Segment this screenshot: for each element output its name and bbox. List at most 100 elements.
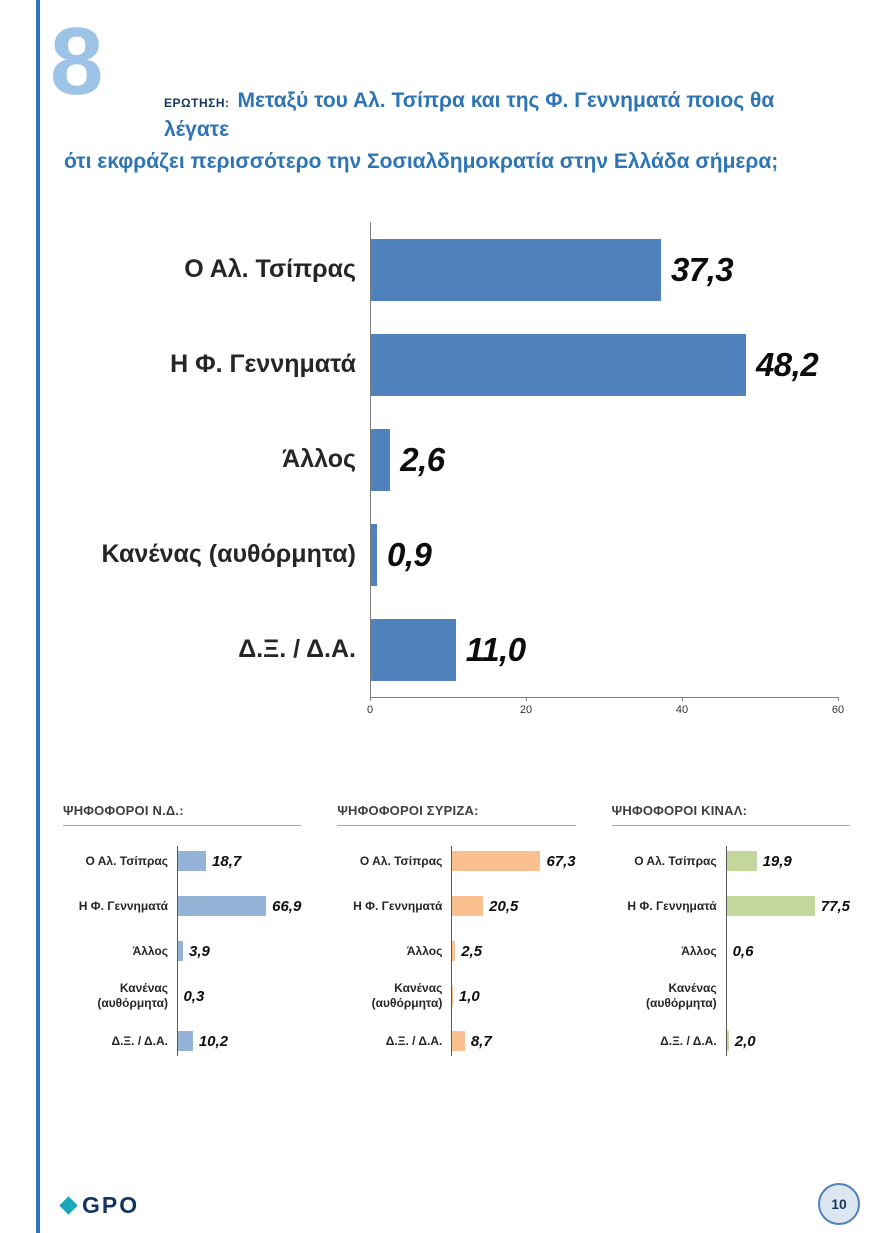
axis-tick-40: 40	[675, 697, 689, 717]
question-number: 8	[50, 8, 104, 115]
value-label: 10,2	[198, 1032, 229, 1050]
chart-row: Η Φ. Γεννηματά 77,5	[612, 889, 850, 923]
chart-row: Δ.Ξ. / Δ.Α. 11,0	[65, 602, 838, 697]
value-label: 3,9	[189, 942, 210, 960]
bar-track: 0,9	[370, 507, 838, 602]
bar	[177, 896, 267, 917]
left-border-rule	[36, 0, 40, 1233]
axis-tick-60: 60	[831, 697, 845, 717]
subchart-title: ΨΗΦΟΦΟΡΟΙ ΚΙΝΑΛ:	[611, 803, 850, 827]
gpo-logo: GPO	[59, 1194, 139, 1217]
bar-track: 2,5	[451, 941, 575, 962]
bar	[451, 851, 541, 872]
bar	[725, 941, 727, 962]
chart-row: Η Φ. Γεννηματά 20,5	[337, 889, 575, 923]
category-label: Ο Αλ. Τσίπρας	[359, 853, 443, 868]
question-text-1: Μεταξύ του Αλ. Τσίπρα και της Φ. Γεννημα…	[164, 89, 775, 142]
value-label: 48,2	[755, 345, 819, 383]
subchart-title: ΨΗΦΟΦΟΡΟΙ ΣΥΡΙΖΑ:	[337, 803, 576, 827]
bar	[725, 896, 815, 917]
bar-track: 11,0	[370, 602, 838, 697]
subchart-rows: Ο Αλ. Τσίπρας 67,3 Η Φ. Γεννηματά 20,5 Ά…	[337, 844, 576, 1058]
question-header: 8 ΕΡΩΤΗΣΗ: Μεταξύ του Αλ. Τσίπρα και της …	[0, 0, 880, 176]
bar-track: 77,5	[725, 896, 850, 917]
chart-row: Άλλος 0,6	[612, 934, 850, 968]
main-chart: Ο Αλ. Τσίπρας 37,3 Η Φ. Γεννηματά 48,2 Ά…	[65, 222, 844, 723]
bar	[370, 618, 456, 681]
value-label: 67,3	[546, 852, 576, 870]
category-label: Κανένας (αυθόρμητα)	[97, 981, 168, 1011]
value-label: 2,0	[734, 1032, 756, 1050]
question-label: ΕΡΩΤΗΣΗ:	[164, 96, 230, 110]
page-number-badge: 10	[818, 1183, 860, 1225]
chart-row: Η Φ. Γεννηματά 48,2	[65, 317, 838, 412]
chart-row: Ο Αλ. Τσίπρας 18,7	[63, 844, 301, 878]
category-label: Κανένας (αυθόρμητα)	[101, 539, 356, 568]
bar	[370, 238, 661, 301]
value-label: 19,9	[762, 852, 792, 870]
chart-row: Άλλος 2,5	[337, 934, 575, 968]
value-label: 1,0	[458, 987, 480, 1005]
chart-row: Δ.Ξ. / Δ.Α. 8,7	[337, 1024, 575, 1058]
value-label: 0,6	[732, 942, 754, 960]
category-label: Κανένας (αυθόρμητα)	[645, 981, 717, 1011]
chart-row: Κανένας (αυθόρμητα)	[612, 979, 850, 1013]
bar	[370, 523, 378, 586]
bar	[177, 1031, 193, 1052]
category-label: Η Φ. Γεννηματά	[353, 898, 443, 913]
question-block: ΕΡΩΤΗΣΗ: Μεταξύ του Αλ. Τσίπρα και της Φ.…	[64, 22, 840, 176]
bar-track: 67,3	[451, 851, 576, 872]
category-label: Δ.Ξ. / Δ.Α.	[238, 634, 356, 663]
chart-row: Άλλος 2,6	[65, 412, 838, 507]
category-label: Άλλος	[406, 943, 443, 958]
category-label: Δ.Ξ. / Δ.Α.	[111, 1033, 168, 1048]
bar	[451, 896, 484, 917]
chart-row: Κανένας (αυθόρμητα) 0,3	[63, 979, 301, 1013]
bar	[177, 941, 184, 962]
bar-track: 2,0	[725, 1031, 850, 1052]
category-label: Η Φ. Γεννηματά	[78, 898, 168, 913]
bar	[451, 1031, 465, 1052]
bar-track: 66,9	[177, 896, 302, 917]
bar-track: 20,5	[451, 896, 575, 917]
value-label: 8,7	[470, 1032, 492, 1050]
bar-track: 2,6	[370, 412, 838, 507]
bar	[370, 428, 391, 491]
value-label: 18,7	[212, 852, 242, 870]
chart-row: Δ.Ξ. / Δ.Α. 10,2	[63, 1024, 301, 1058]
value-label: 66,9	[272, 897, 302, 915]
subchart-kinal-voters: ΨΗΦΟΦΟΡΟΙ ΚΙΝΑΛ: Ο Αλ. Τσίπρας 19,9 Η Φ.…	[611, 803, 850, 1069]
subchart-nd-voters: ΨΗΦΟΦΟΡΟΙ Ν.Δ.: Ο Αλ. Τσίπρας 18,7 Η Φ. …	[63, 803, 302, 1069]
chart-row: Ο Αλ. Τσίπρας 37,3	[65, 222, 838, 317]
bar-track: 3,9	[177, 941, 301, 962]
axis-tick-0: 0	[366, 697, 374, 717]
bar-track: 0,6	[725, 941, 850, 962]
bar-track: 10,2	[177, 1031, 301, 1052]
subchart-syriza-voters: ΨΗΦΟΦΟΡΟΙ ΣΥΡΙΖΑ: Ο Αλ. Τσίπρας 67,3 Η Φ…	[337, 803, 576, 1069]
chart-row: Η Φ. Γεννηματά 66,9	[63, 889, 301, 923]
category-label: Ο Αλ. Τσίπρας	[634, 853, 717, 868]
bar	[177, 851, 207, 872]
value-label: 0,3	[183, 987, 205, 1005]
main-chart-plot: Ο Αλ. Τσίπρας 37,3 Η Φ. Γεννηματά 48,2 Ά…	[65, 222, 838, 698]
subchart-rows: Ο Αλ. Τσίπρας 18,7 Η Φ. Γεννηματά 66,9 Ά…	[63, 844, 301, 1058]
gpo-logo-icon	[59, 1196, 78, 1215]
bar-track: 37,3	[370, 222, 838, 317]
bar	[725, 1031, 729, 1052]
value-label: 77,5	[820, 897, 850, 915]
bar	[451, 986, 453, 1007]
axis-tick-20: 20	[519, 697, 533, 717]
bar	[370, 333, 746, 396]
category-label: Άλλος	[132, 943, 168, 958]
value-label: 20,5	[489, 897, 519, 915]
chart-row: Άλλος 3,9	[63, 934, 301, 968]
chart-row: Ο Αλ. Τσίπρας 67,3	[337, 844, 576, 878]
bar-track: 19,9	[725, 851, 850, 872]
category-label: Άλλος	[681, 943, 717, 958]
category-label: Άλλος	[282, 444, 356, 473]
bar-track: 48,2	[370, 317, 838, 412]
bar-track: 1,0	[451, 986, 575, 1007]
subchart-title: ΨΗΦΟΦΟΡΟΙ Ν.Δ.:	[63, 803, 302, 827]
category-label: Δ.Ξ. / Δ.Α.	[660, 1033, 717, 1048]
